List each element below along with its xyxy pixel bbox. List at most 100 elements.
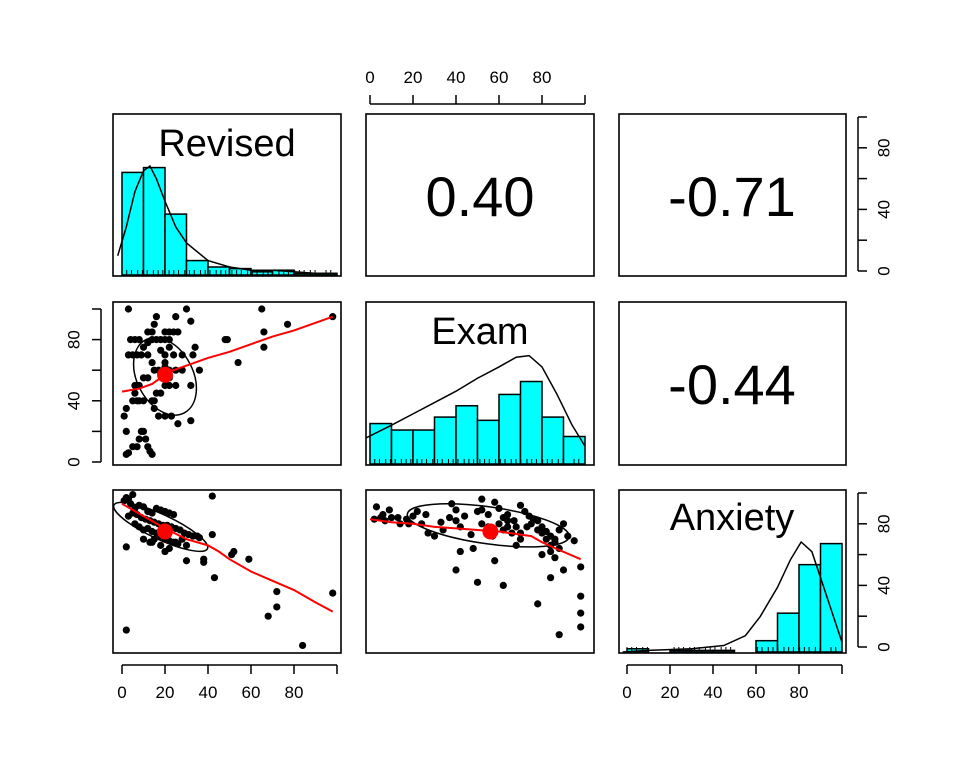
scatter-point — [538, 529, 546, 537]
loess-smooth-line — [121, 315, 334, 393]
histogram-bar — [433, 416, 457, 465]
scatter-point — [172, 313, 180, 321]
scatter-point — [577, 592, 585, 600]
histogram-bar — [498, 393, 522, 465]
panel-frame — [365, 489, 595, 654]
scatter-point — [137, 351, 145, 359]
x-tick-label: 80 — [285, 683, 304, 702]
scatter-point — [577, 609, 585, 617]
histogram-bar — [390, 429, 414, 465]
scatter-point — [182, 557, 191, 565]
scatter-point — [473, 578, 482, 586]
scatter-point — [534, 600, 542, 608]
histogram-bar — [142, 166, 166, 276]
x-tick-label: 40 — [704, 683, 723, 702]
correlation-ellipse — [406, 503, 570, 548]
histogram-bar — [669, 649, 693, 653]
scatter-point — [495, 520, 503, 528]
scatter-point — [195, 534, 203, 542]
scatter-point — [430, 532, 439, 540]
scatter-point — [379, 510, 387, 519]
y-tick-label: 0 — [875, 642, 894, 651]
scatter-point — [139, 397, 148, 405]
scatter-point — [208, 492, 216, 500]
scatter-point — [542, 535, 550, 543]
scatter-revised-exam — [120, 305, 337, 458]
scatter-point — [452, 566, 460, 574]
scatter-point — [570, 537, 578, 545]
histogram-bar — [121, 171, 145, 276]
x-tick-label: 40 — [199, 683, 218, 702]
diag-label-revised: Revised — [158, 123, 295, 165]
histogram-bar — [519, 380, 543, 465]
corr-exam-anxiety: -0.44 — [668, 353, 796, 416]
panel-frame — [112, 301, 342, 466]
scatter-point — [157, 346, 165, 354]
histogram-bar — [369, 422, 393, 465]
histogram-bar — [541, 416, 565, 465]
scatter-point — [161, 358, 169, 367]
histogram-bar — [476, 419, 500, 465]
scatter-point — [133, 443, 141, 451]
scatter-point — [122, 494, 130, 502]
scatter-point — [385, 506, 393, 514]
scatter-revised-anxiety — [113, 490, 337, 650]
scatter-point — [170, 351, 178, 359]
scatter-point — [422, 510, 430, 519]
scatter-point — [461, 512, 469, 520]
histogram-bar — [776, 612, 800, 653]
scatter-point — [273, 603, 281, 611]
scatter-point — [529, 515, 538, 523]
centroid-point — [157, 366, 173, 383]
x-tick-label: 20 — [404, 68, 423, 87]
scatter-point — [394, 514, 402, 522]
scatter-point — [172, 538, 180, 546]
scatter-point — [157, 541, 165, 549]
scatter-point — [491, 498, 499, 506]
scatter-point — [230, 547, 238, 556]
scatter-point — [413, 507, 421, 516]
scatter-point — [452, 506, 460, 514]
scatter-point — [387, 514, 396, 522]
scatter-point — [538, 551, 546, 559]
scatter-point — [512, 541, 520, 549]
scatter-point — [139, 535, 148, 543]
scatter-point — [484, 510, 492, 519]
density-curve — [366, 354, 586, 447]
scatter-point — [124, 449, 133, 457]
scatter-point — [148, 358, 156, 367]
scatter-point — [329, 589, 337, 597]
scatter-point — [135, 435, 143, 443]
scatter-point — [170, 510, 178, 519]
scatter-point — [258, 305, 266, 313]
scatter-point — [456, 547, 464, 556]
centroid-point — [157, 523, 173, 540]
scatter-point — [299, 641, 307, 650]
scatter-point — [152, 389, 160, 397]
x-tick-label: 20 — [156, 683, 175, 702]
y-tick-label: 40 — [65, 391, 84, 410]
scatter-point — [122, 543, 130, 551]
histogram-bar — [164, 213, 188, 276]
corr-revised-anxiety: -0.71 — [668, 165, 796, 228]
correlation-ellipse — [132, 336, 198, 416]
scatter-point — [154, 412, 163, 420]
panel-frame — [112, 113, 342, 277]
centroid-point — [482, 523, 499, 540]
scatter-point — [150, 320, 158, 328]
scatter-point — [161, 547, 169, 556]
scatter-point — [174, 328, 182, 336]
x-tick-label: 0 — [365, 68, 374, 87]
y-tick-label: 0 — [65, 457, 84, 466]
scatter-point — [152, 313, 160, 321]
scatter-point — [516, 535, 525, 543]
scatter-point — [182, 541, 191, 549]
scatter-point — [142, 435, 150, 443]
y-tick-label: 40 — [875, 200, 894, 219]
scatter-point — [273, 587, 281, 596]
scatter-point — [187, 317, 195, 325]
histogram-bar — [712, 649, 736, 653]
scatter-point — [124, 351, 133, 359]
scatter-point — [516, 501, 525, 509]
